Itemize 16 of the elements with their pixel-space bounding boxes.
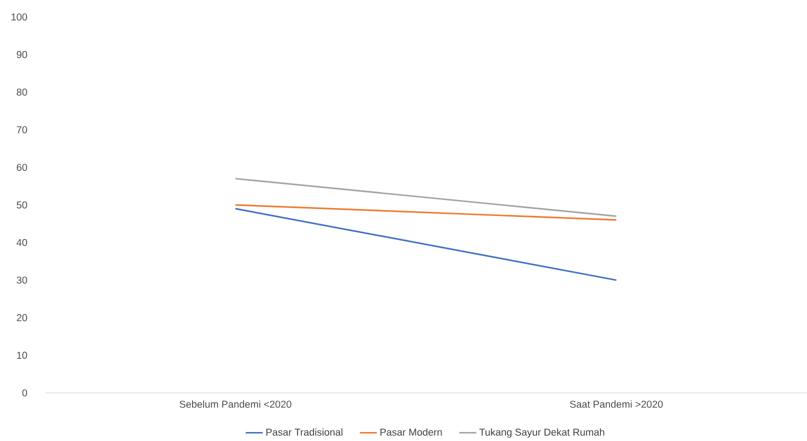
legend-label: Pasar Modern	[380, 428, 442, 436]
y-tick-label: 60	[16, 164, 28, 171]
y-tick-label: 90	[16, 50, 28, 58]
y-tick-label: 70	[16, 126, 28, 134]
y-tick-label: 20	[16, 314, 28, 322]
x-tick-label: Saat Pandemi >2020	[570, 400, 663, 408]
y-tick-label: 40	[16, 238, 28, 246]
y-tick-label: 30	[16, 276, 28, 284]
x-tick-label: Sebelum Pandemi <2020	[180, 400, 292, 408]
y-tick-label: 50	[16, 201, 28, 208]
y-tick-label: 80	[16, 88, 28, 96]
y-tick-label: 0	[22, 389, 28, 396]
legend-label: Pasar Tradisional	[266, 428, 342, 436]
legend-label: Tukang Sayur Dekat Rumah	[479, 428, 604, 438]
y-tick-label: 10	[17, 352, 28, 359]
y-tick-label: 100	[12, 13, 28, 20]
